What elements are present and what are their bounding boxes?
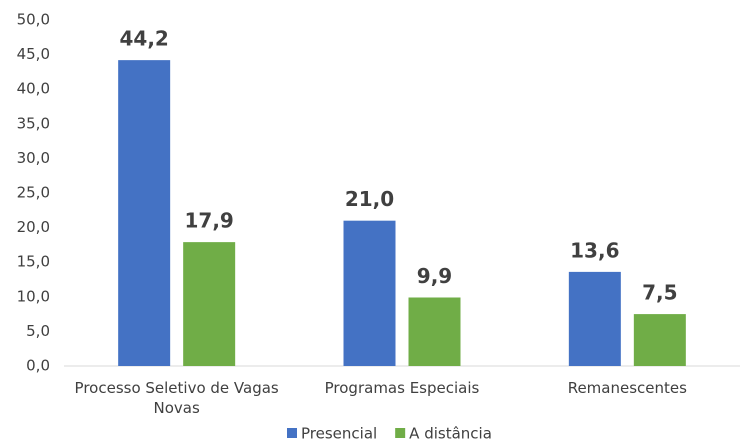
y-tick-label: 20,0 [17,218,50,236]
data-label: 9,9 [417,264,452,288]
legend-swatch [287,428,297,438]
data-label: 21,0 [345,187,394,211]
data-label: 13,6 [570,238,619,262]
y-tick-label: 45,0 [17,45,50,63]
x-tick-label: Programas Especiais [324,379,480,397]
x-tick-label: Remanescentes [567,379,687,397]
y-tick-label: 50,0 [17,11,50,29]
legend-swatch [395,428,406,438]
y-tick-label: 5,0 [26,322,50,340]
bar [118,60,171,367]
y-tick-label: 35,0 [17,114,50,132]
y-tick-label: 30,0 [17,149,50,167]
legend-label: Presencial [301,425,377,443]
y-tick-label: 15,0 [17,253,50,271]
bar [408,297,461,366]
bar [343,220,396,366]
data-label: 44,2 [119,27,168,51]
y-tick-label: 10,0 [17,287,50,305]
y-tick-label: 40,0 [17,80,50,98]
bar [183,242,236,366]
data-label: 7,5 [642,281,677,305]
data-label: 17,9 [184,209,233,233]
y-tick-label: 25,0 [17,184,50,202]
bar [633,314,686,366]
legend-label: A distância [409,425,492,443]
bar [568,271,621,366]
x-tick-label: Processo Seletivo de Vagas Novas [74,379,279,417]
y-tick-label: 0,0 [26,357,50,375]
